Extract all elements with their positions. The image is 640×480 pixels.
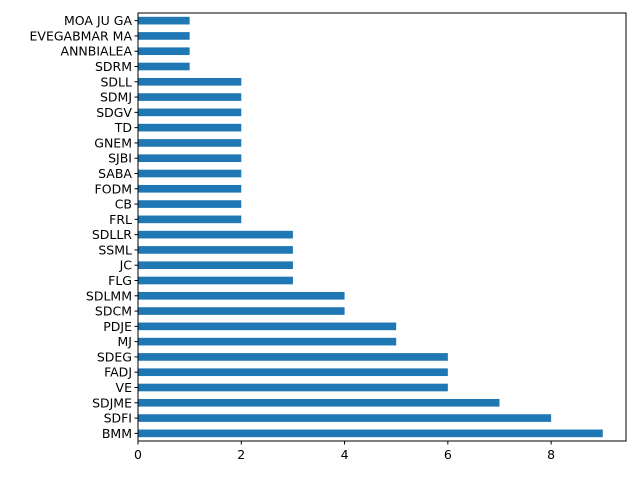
bar-sdlmm (138, 291, 345, 300)
y-tick-label: TD (114, 120, 132, 135)
y-tick-label: SDLMM (86, 288, 132, 303)
bar-pdje (138, 322, 397, 331)
bar-bmm (138, 429, 603, 438)
bar-annbialea (138, 47, 190, 56)
bar-ve (138, 383, 448, 392)
y-tick-label: SDEG (97, 349, 132, 364)
y-tick-label: FLG (108, 273, 132, 288)
y-tick-label: SDRM (95, 59, 132, 74)
x-tick-label: 4 (341, 447, 349, 462)
plot-frame (137, 12, 627, 442)
bar-sdmj (138, 93, 242, 101)
y-tick-label: SDJME (92, 395, 132, 410)
x-tick-label: 6 (444, 447, 452, 462)
y-tick-label: FRL (109, 212, 132, 227)
y-tick-label: MJ (118, 334, 132, 349)
y-tick-label: ANNBIALEA (61, 44, 133, 59)
y-tick-label: SJBI (108, 151, 132, 166)
y-tick-label: FODM (95, 181, 132, 196)
bars-group (138, 16, 603, 438)
y-tick-label: SABA (98, 166, 132, 181)
y-tick-label: MOA JU GA (64, 13, 132, 28)
bar-sdgv (138, 108, 242, 117)
x-tick-label: 0 (134, 447, 142, 462)
bar-fodm (138, 184, 242, 193)
bar-evegabmar-ma (138, 32, 190, 40)
bar-ssml (138, 246, 293, 254)
y-tick-label: SDMJ (100, 90, 132, 105)
bar-sjbi (138, 154, 242, 163)
y-tick-label: FADJ (104, 365, 132, 380)
bar-sdllr (138, 230, 293, 239)
bar-sdfi (138, 414, 552, 422)
bar-sdjme (138, 398, 500, 407)
bar-moa-ju-ga (138, 16, 190, 25)
bar-cb (138, 200, 242, 208)
y-tick-label: SDGV (96, 105, 132, 120)
y-tick-label: SDLL (101, 74, 133, 89)
bar-flg (138, 276, 293, 285)
bar-td (138, 123, 242, 132)
y-tick-label: SDLLR (92, 227, 132, 242)
y-tick-label: SDCM (95, 304, 132, 319)
y-tick-label: JC (119, 258, 133, 273)
y-tick-label: PDJE (103, 319, 132, 334)
bar-jc (138, 261, 293, 270)
y-tick-label: EVEGABMAR MA (30, 28, 133, 43)
y-tick-label: SSML (98, 242, 132, 257)
y-tick-label: BMM (102, 426, 132, 441)
bar-sdrm (138, 62, 190, 71)
bar-sdcm (138, 307, 345, 315)
bar-gnem (138, 139, 242, 147)
y-axis: BMMSDFISDJMEVEFADJSDEGMJPDJESDCMSDLMMFLG… (30, 13, 138, 441)
x-tick-label: 8 (547, 447, 555, 462)
bar-sdeg (138, 353, 448, 361)
bar-mj (138, 337, 397, 346)
bar-fadj (138, 368, 448, 377)
bar-saba (138, 169, 242, 178)
x-tick-label: 2 (237, 447, 245, 462)
x-axis: 0 2 4 6 8 (134, 441, 555, 462)
y-tick-label: CB (115, 197, 132, 212)
y-tick-label: VE (116, 380, 133, 395)
bar-sdll (138, 77, 242, 86)
y-tick-label: SDFI (104, 411, 132, 426)
bar-frl (138, 215, 242, 224)
y-tick-label: GNEM (94, 135, 132, 150)
